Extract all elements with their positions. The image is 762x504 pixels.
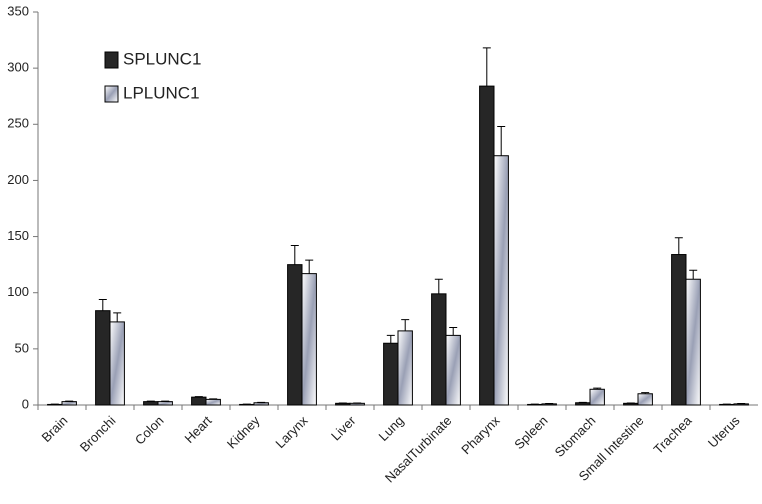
bar (685, 278, 701, 406)
bar (95, 310, 111, 406)
legend-label: SPLUNC1 (123, 49, 201, 68)
y-tick-label: 300 (7, 60, 29, 75)
error-bar (305, 259, 314, 274)
bar (205, 398, 221, 406)
bar (335, 402, 351, 406)
x-tick-label: Heart (181, 413, 214, 446)
bar (383, 342, 399, 406)
bar (301, 273, 317, 406)
error-bar (194, 396, 203, 398)
error-bar (482, 47, 491, 87)
x-tick-label: Trachea (651, 412, 696, 457)
bar (143, 401, 159, 406)
error-bar (434, 278, 443, 294)
error-bar (290, 245, 299, 265)
bar (287, 264, 303, 406)
x-tick-label: Uterus (705, 413, 743, 451)
error-bar (674, 237, 683, 255)
legend-label: LPLUNC1 (123, 83, 200, 102)
error-bar (161, 400, 170, 402)
error-bar (146, 400, 155, 402)
error-bar (449, 327, 458, 336)
bar (109, 321, 125, 406)
bar (637, 393, 653, 406)
bar (445, 334, 461, 406)
error-bar (641, 392, 650, 394)
x-tick-label: Kidney (224, 413, 263, 452)
legend-swatch (104, 85, 119, 103)
bar (493, 155, 509, 406)
x-tick-label: Larynx (272, 413, 311, 452)
error-bar (113, 312, 122, 322)
error-bar (593, 387, 602, 390)
error-bar (386, 334, 395, 344)
y-tick-label: 150 (7, 228, 29, 243)
bar (733, 403, 749, 406)
bar (253, 402, 269, 406)
x-tick-label: Liver (328, 412, 359, 443)
error-bar (65, 400, 74, 402)
x-tick-label: Lung (375, 413, 406, 444)
error-bar (209, 398, 218, 400)
x-tick-label: Stomach (552, 413, 599, 460)
bar (671, 254, 687, 406)
y-tick-label: 0 (22, 396, 29, 411)
x-tick-label: Bronchi (77, 413, 119, 455)
error-bar (497, 126, 506, 156)
x-tick-label: Colon (132, 413, 167, 448)
error-bar (98, 298, 107, 311)
bar (431, 293, 447, 406)
bar (575, 402, 591, 406)
bar (191, 396, 207, 406)
bar (349, 402, 365, 406)
error-bar (401, 319, 410, 331)
y-tick-label: 100 (7, 284, 29, 299)
y-tick-label: 50 (15, 340, 29, 355)
x-tick-label: Spleen (511, 413, 550, 452)
bar (157, 401, 173, 406)
x-tick-label: Brain (38, 413, 70, 445)
error-bar (689, 269, 698, 280)
y-tick-label: 350 (7, 3, 29, 18)
bar (61, 401, 77, 406)
bar (479, 85, 495, 406)
bar (397, 330, 413, 406)
bar (623, 402, 639, 406)
bar (589, 388, 605, 406)
x-tick-label: Pharynx (458, 413, 503, 458)
bar (541, 403, 557, 406)
legend-swatch (104, 51, 119, 69)
y-tick-label: 250 (7, 116, 29, 131)
y-tick-label: 200 (7, 172, 29, 187)
